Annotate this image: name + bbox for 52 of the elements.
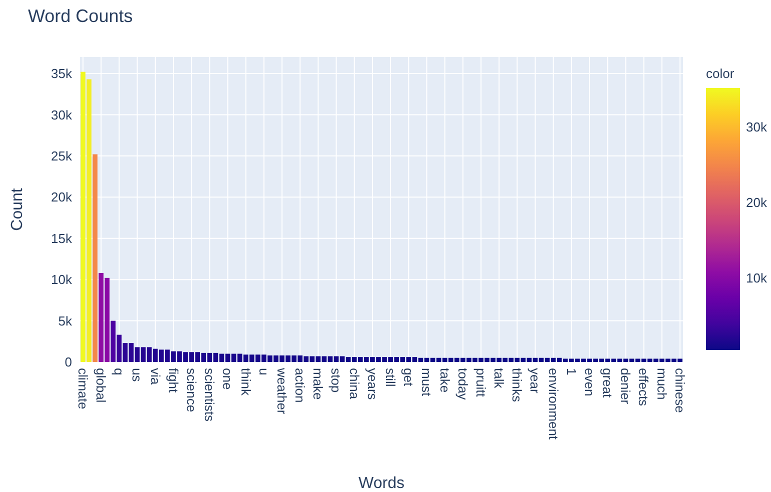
y-tick-label: 25k <box>51 148 72 164</box>
y-tick-label: 15k <box>51 230 72 246</box>
x-tick-label: scientists <box>202 368 218 422</box>
bar <box>116 334 122 362</box>
y-tick-label: 20k <box>51 190 72 205</box>
y-tick-label: 35k <box>51 66 72 82</box>
x-tick-label: stop <box>328 368 344 393</box>
x-tick-label: today <box>455 368 470 400</box>
x-tick-label: year <box>528 368 543 394</box>
x-tick-label: think <box>238 368 254 396</box>
x-tick-label: get <box>401 368 416 386</box>
color-bar-label: 20k <box>746 194 768 210</box>
x-tick-label: one <box>220 368 236 390</box>
y-axis-title: Count <box>9 188 26 231</box>
x-tick-label: years <box>364 368 380 400</box>
y-tick-label: 0 <box>64 354 72 370</box>
x-tick-label: u <box>256 368 272 376</box>
x-tick-label: great <box>600 368 616 398</box>
x-tick-label: global <box>94 368 109 403</box>
color-bar-title: color <box>706 66 735 81</box>
x-tick-label: china <box>346 368 362 400</box>
x-tick-label: us <box>130 368 145 382</box>
color-bar-label: 10k <box>746 270 768 286</box>
x-tick-label: take <box>437 368 452 393</box>
x-tick-label: action <box>292 368 308 403</box>
x-tick-label: effects <box>636 368 652 407</box>
x-tick-label: chinese <box>672 368 688 413</box>
x-tick-label: via <box>148 368 163 386</box>
x-tick-label: 1 <box>564 368 579 376</box>
x-tick-label: still <box>382 368 398 387</box>
x-tick-label: weather <box>274 367 290 415</box>
x-tick-label: talk <box>492 368 507 389</box>
x-axis-title: Words <box>358 475 404 492</box>
y-tick-label: 5k <box>58 313 72 328</box>
x-tick-label: denier <box>618 368 634 405</box>
y-tick-label: 30k <box>51 107 72 122</box>
x-tick-label: must <box>419 368 434 397</box>
bar <box>92 154 98 362</box>
color-bar-label: 30k <box>746 120 768 135</box>
chart-title: Word Counts <box>28 6 133 26</box>
x-tick-label: even <box>582 368 597 396</box>
x-tick-label: thinks <box>510 368 525 402</box>
x-tick-label: fight <box>166 368 181 393</box>
x-tick-label: climate <box>75 368 90 410</box>
bar <box>110 320 116 362</box>
x-tick-label: environment <box>546 368 561 440</box>
x-tick-label: much <box>654 368 670 400</box>
x-tick-label: q <box>112 368 127 376</box>
y-tick-label: 10k <box>51 272 72 288</box>
x-tick-label: make <box>310 368 326 400</box>
x-tick-label: pruitt <box>473 368 488 398</box>
x-tick-label: science <box>184 368 200 412</box>
